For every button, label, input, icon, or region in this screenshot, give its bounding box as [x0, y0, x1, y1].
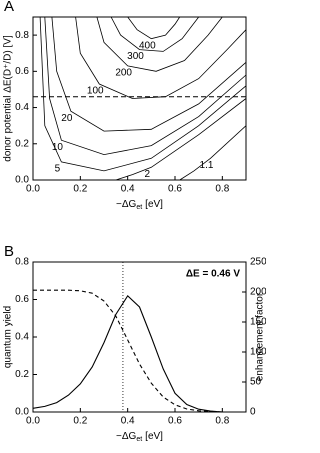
contour-label: 400: [139, 40, 156, 51]
contour-label: 200: [115, 68, 132, 79]
panel-label: A: [4, 0, 14, 15]
contour-label: 20: [61, 113, 73, 124]
contour-label: 100: [87, 86, 104, 97]
x-tick-label: 0.8: [215, 416, 229, 427]
x-tick-label: 0.0: [26, 184, 40, 195]
contour-label: 300: [127, 51, 144, 62]
y2-axis-label: enhancement factor: [255, 292, 266, 381]
x-tick-label: 0.2: [73, 184, 87, 195]
x-axis-label: −ΔGet [eV]: [116, 431, 163, 443]
x-tick-label: 0.4: [121, 416, 135, 427]
y-axis-label: donor potential ΔE(D⁺/D) [V]: [3, 35, 14, 162]
y2-tick-label: 0: [250, 407, 256, 418]
contour-label: 2: [145, 169, 151, 180]
x-label-sub: et: [136, 204, 142, 211]
contour-line: [75, 16, 247, 99]
series-line: [33, 289, 246, 413]
x-label-main: −ΔG: [116, 199, 137, 210]
y-tick-label: 0.8: [15, 257, 29, 268]
y-tick-label: 0.8: [15, 30, 29, 41]
contour-line: [115, 98, 247, 181]
contour-line: [51, 16, 247, 132]
y2-tick-label: 250: [250, 257, 266, 268]
contour-label: 1.1: [200, 160, 214, 171]
contour-line: [110, 16, 200, 52]
y-tick-label: 0.0: [15, 407, 29, 418]
x-label-sub: et: [136, 436, 142, 443]
y-tick-label: 0.2: [15, 138, 29, 149]
x-tick-label: 0.0: [26, 416, 40, 427]
x-label-unit: [eV]: [145, 431, 163, 442]
annotation: ΔE = 0.46 V: [186, 269, 240, 280]
x-tick-label: 0.4: [121, 184, 135, 195]
contour-line: [96, 16, 223, 72]
contour-line: [127, 16, 181, 40]
x-tick-label: 0.2: [73, 416, 87, 427]
y-tick-label: 0.4: [15, 332, 29, 343]
x-axis-label: −ΔGet [eV]: [116, 199, 163, 211]
y-tick-label: 0.6: [15, 294, 29, 305]
y2-tick-label: 100: [250, 347, 266, 358]
x-label-unit: [eV]: [145, 199, 163, 210]
x-label-main: −ΔG: [116, 431, 137, 442]
contour-line: [44, 16, 247, 156]
y-tick-label: 0.4: [15, 102, 29, 113]
contour-line: [179, 125, 247, 181]
y-tick-label: 0.0: [15, 175, 29, 186]
y2-tick-label: 200: [250, 287, 266, 298]
plot-frame: [32, 261, 247, 413]
y-tick-label: 0.2: [15, 369, 29, 380]
figure: A0.0 0.2 0.4 0.6 0.80.00.20.40.60.8−ΔGet [eV]…: [3, 0, 266, 443]
x-tick-label: 0.8: [215, 184, 229, 195]
y-axis-label: quantum yield: [3, 306, 14, 368]
y2-tick-label: 50: [250, 377, 262, 388]
x-tick-label: 0.6: [168, 184, 182, 195]
panel-label: B: [4, 243, 14, 260]
y2-tick-label: 150: [250, 317, 266, 328]
contour-line: [39, 16, 247, 172]
contour-label: 10: [52, 142, 64, 153]
series-line: [32, 294, 246, 413]
contour-label: 5: [55, 164, 61, 175]
x-tick-label: 0.6: [168, 416, 182, 427]
y-tick-label: 0.6: [15, 66, 29, 77]
